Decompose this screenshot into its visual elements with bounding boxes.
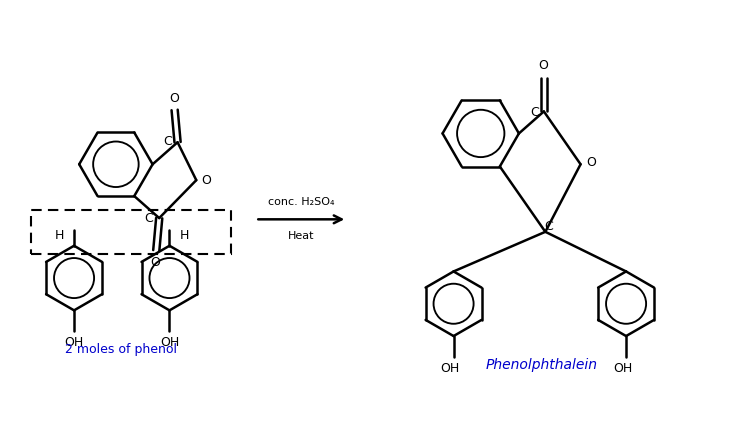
Text: C: C [544, 220, 553, 233]
Text: OH: OH [441, 362, 459, 375]
Text: C: C [163, 135, 172, 148]
Text: O: O [169, 92, 178, 105]
Text: C: C [530, 107, 538, 120]
Text: O: O [202, 173, 212, 187]
Text: H: H [179, 229, 189, 242]
Text: OH: OH [160, 336, 179, 349]
Text: Phenolphthalein: Phenolphthalein [486, 359, 598, 372]
Text: Heat: Heat [288, 231, 315, 241]
Text: H: H [55, 229, 64, 242]
Text: 2 moles of phenol: 2 moles of phenol [65, 343, 177, 356]
Text: OH: OH [613, 362, 632, 375]
Text: O: O [151, 256, 160, 268]
Text: OH: OH [65, 336, 84, 349]
Text: C: C [145, 212, 154, 225]
Text: O: O [587, 156, 596, 169]
Text: conc. H₂SO₄: conc. H₂SO₄ [268, 198, 335, 207]
Text: O: O [538, 59, 548, 72]
